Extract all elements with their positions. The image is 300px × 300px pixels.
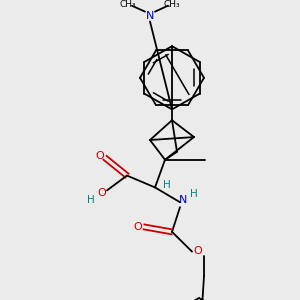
Text: H: H (190, 189, 198, 199)
Text: CH₃: CH₃ (120, 0, 136, 9)
Text: O: O (98, 188, 106, 198)
Text: N: N (179, 195, 187, 205)
Text: O: O (96, 151, 104, 161)
Text: H: H (87, 195, 95, 205)
Text: N: N (146, 11, 154, 21)
Text: O: O (134, 222, 142, 232)
Text: H: H (163, 180, 171, 190)
Text: CH₃: CH₃ (164, 0, 180, 9)
Text: O: O (194, 246, 202, 256)
